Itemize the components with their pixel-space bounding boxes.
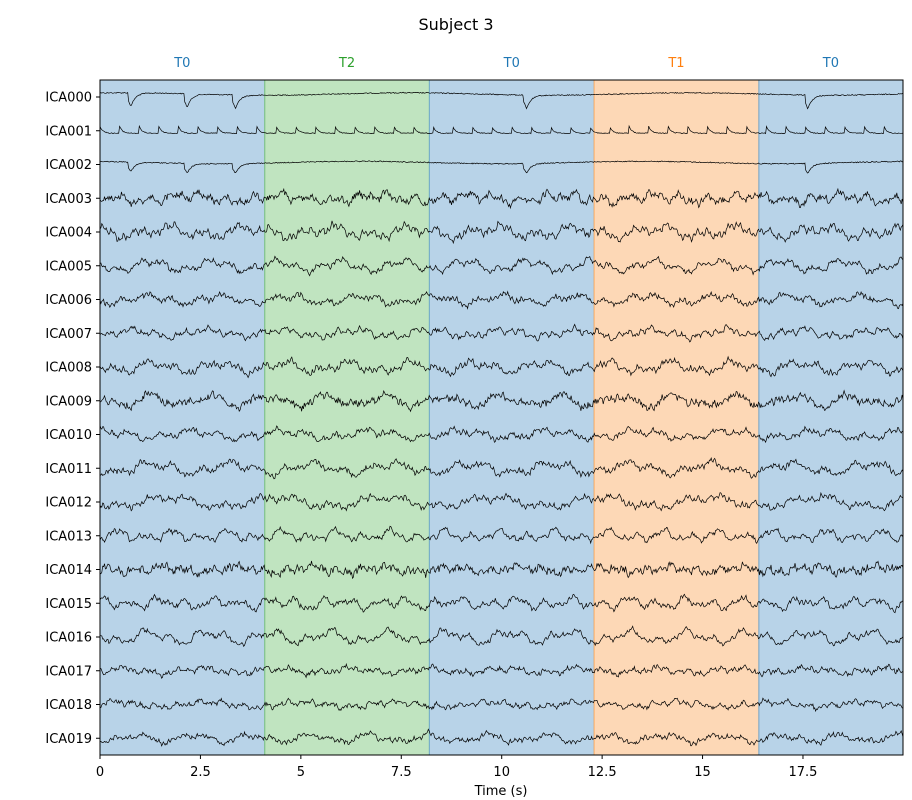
trace-ICA011	[99, 457, 904, 480]
event-label-2: T0	[503, 56, 520, 71]
y-tick-label-4: ICA004	[45, 226, 92, 241]
event-bands	[100, 80, 903, 755]
event-labels: T0 T2 T0 T1 T0	[173, 56, 839, 71]
y-tick-label-17: ICA017	[45, 664, 92, 679]
event-band-2	[429, 80, 595, 755]
y-tick-label-15: ICA015	[45, 597, 92, 612]
signal-traces	[99, 91, 904, 747]
trace-ICA001	[99, 124, 904, 135]
trace-ICA016	[99, 625, 904, 647]
x-tick-label-5: 12.5	[588, 765, 617, 780]
y-tick-label-13: ICA013	[45, 529, 92, 544]
y-tick-label-2: ICA002	[45, 158, 92, 173]
trace-ICA018	[99, 697, 904, 713]
trace-ICA005	[99, 255, 904, 277]
trace-ICA009	[99, 389, 904, 413]
event-band-0	[100, 80, 265, 755]
y-tick-label-7: ICA007	[45, 327, 92, 342]
trace-ICA017	[99, 662, 904, 679]
y-tick-label-0: ICA000	[45, 91, 92, 106]
y-tick-label-9: ICA009	[45, 394, 92, 409]
event-label-1: T2	[338, 56, 355, 71]
y-tick-label-19: ICA019	[45, 732, 92, 747]
event-band-1	[264, 80, 430, 755]
trace-ICA014	[99, 560, 904, 580]
chart-title: Subject 3	[418, 15, 493, 34]
trace-ICA013	[99, 525, 904, 545]
x-axis: 0 2.5 5 7.5 10 12.5 15 17.5	[96, 755, 817, 780]
trace-ICA019	[99, 728, 904, 747]
y-tick-label-5: ICA005	[45, 259, 92, 274]
y-tick-label-3: ICA003	[45, 192, 92, 207]
y-axis: ICA000 ICA001 ICA002 ICA003 ICA004 ICA005 ICA0…	[45, 91, 100, 747]
x-tick-label-3: 7.5	[391, 765, 412, 780]
x-tick-label-1: 2.5	[190, 765, 211, 780]
event-label-4: T0	[822, 56, 839, 71]
y-tick-label-18: ICA018	[45, 698, 92, 713]
event-label-0: T0	[173, 56, 190, 71]
x-tick-label-7: 17.5	[788, 765, 817, 780]
x-tick-label-4: 10	[493, 765, 510, 780]
y-tick-label-12: ICA012	[45, 496, 92, 511]
event-band-3	[594, 80, 759, 755]
y-tick-label-8: ICA008	[45, 361, 92, 376]
y-tick-label-6: ICA006	[45, 293, 92, 308]
event-label-3: T1	[667, 56, 684, 71]
x-tick-label-6: 15	[694, 765, 711, 780]
event-band-4	[758, 80, 903, 755]
trace-ICA012	[99, 491, 904, 512]
trace-ICA007	[99, 323, 904, 343]
trace-ICA006	[99, 290, 904, 310]
x-axis-label: Time (s)	[474, 784, 528, 799]
y-tick-label-10: ICA010	[45, 428, 92, 443]
trace-ICA004	[99, 220, 904, 245]
y-tick-label-11: ICA011	[45, 462, 92, 477]
y-tick-label-16: ICA016	[45, 631, 92, 646]
trace-ICA008	[99, 355, 904, 379]
x-tick-label-2: 5	[297, 765, 305, 780]
x-tick-label-0: 0	[96, 765, 104, 780]
trace-ICA002	[99, 160, 904, 174]
trace-ICA015	[99, 593, 904, 614]
trace-ICA000	[99, 91, 904, 110]
trace-ICA003	[99, 187, 904, 210]
trace-ICA010	[99, 425, 904, 444]
y-tick-label-14: ICA014	[45, 563, 92, 578]
y-tick-label-1: ICA001	[45, 124, 92, 139]
